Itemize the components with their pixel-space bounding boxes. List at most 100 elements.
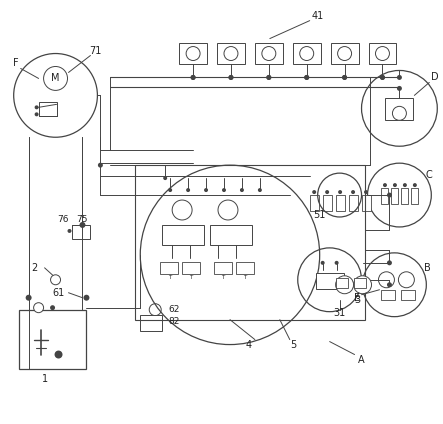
Text: 2: 2 bbox=[31, 263, 38, 273]
Text: E: E bbox=[354, 293, 361, 303]
Text: 51: 51 bbox=[314, 210, 326, 220]
Circle shape bbox=[229, 75, 233, 80]
Circle shape bbox=[397, 86, 402, 91]
Circle shape bbox=[403, 183, 407, 187]
Text: T: T bbox=[167, 275, 171, 280]
Bar bbox=[160, 262, 178, 274]
Circle shape bbox=[262, 47, 276, 61]
Circle shape bbox=[204, 188, 208, 192]
Bar bbox=[73, 225, 90, 239]
Text: M: M bbox=[51, 73, 60, 84]
Circle shape bbox=[342, 75, 347, 80]
Circle shape bbox=[54, 351, 62, 359]
Bar bbox=[140, 315, 162, 331]
Bar bbox=[401, 290, 416, 300]
Circle shape bbox=[398, 272, 414, 288]
Bar bbox=[412, 188, 418, 204]
Bar bbox=[323, 195, 332, 211]
Circle shape bbox=[304, 75, 309, 80]
Text: T: T bbox=[222, 275, 225, 280]
Bar bbox=[135, 165, 365, 320]
Circle shape bbox=[229, 75, 233, 80]
Circle shape bbox=[413, 183, 417, 187]
Bar bbox=[217, 42, 245, 64]
Circle shape bbox=[380, 75, 385, 80]
Text: 31: 31 bbox=[334, 308, 346, 318]
Circle shape bbox=[378, 272, 394, 288]
Bar bbox=[255, 42, 283, 64]
Circle shape bbox=[51, 275, 61, 285]
Circle shape bbox=[387, 260, 392, 265]
Circle shape bbox=[35, 105, 39, 109]
Text: 61: 61 bbox=[52, 288, 65, 298]
Circle shape bbox=[338, 47, 352, 61]
Bar bbox=[369, 42, 396, 64]
Circle shape bbox=[79, 222, 85, 228]
Circle shape bbox=[186, 47, 200, 61]
Circle shape bbox=[168, 188, 172, 192]
Circle shape bbox=[304, 75, 309, 80]
Circle shape bbox=[300, 47, 314, 61]
Text: D: D bbox=[431, 73, 439, 82]
Circle shape bbox=[186, 188, 190, 192]
Circle shape bbox=[364, 190, 368, 194]
Circle shape bbox=[98, 163, 103, 167]
Bar bbox=[210, 225, 252, 245]
Circle shape bbox=[34, 303, 43, 312]
Text: 41: 41 bbox=[311, 11, 324, 21]
Text: 3: 3 bbox=[354, 295, 361, 305]
Text: B: B bbox=[424, 263, 431, 273]
Bar bbox=[162, 225, 204, 245]
Text: 5: 5 bbox=[291, 340, 297, 349]
Circle shape bbox=[351, 190, 355, 194]
Circle shape bbox=[222, 188, 226, 192]
Bar bbox=[179, 42, 207, 64]
Circle shape bbox=[383, 183, 387, 187]
Bar bbox=[354, 278, 365, 288]
Text: 62: 62 bbox=[168, 305, 179, 314]
Circle shape bbox=[218, 200, 238, 220]
Bar bbox=[381, 290, 396, 300]
Circle shape bbox=[312, 190, 316, 194]
Bar bbox=[316, 273, 344, 289]
Circle shape bbox=[240, 188, 244, 192]
Text: F: F bbox=[13, 59, 19, 69]
Bar bbox=[330, 42, 358, 64]
Bar bbox=[336, 278, 348, 288]
Circle shape bbox=[387, 282, 392, 287]
Text: C: C bbox=[426, 170, 433, 180]
Circle shape bbox=[67, 229, 71, 233]
Circle shape bbox=[334, 261, 338, 265]
Text: T: T bbox=[190, 275, 193, 280]
Text: T: T bbox=[243, 275, 247, 280]
Circle shape bbox=[172, 200, 192, 220]
Circle shape bbox=[387, 192, 392, 198]
Bar bbox=[361, 195, 370, 211]
Circle shape bbox=[266, 75, 271, 80]
Bar bbox=[392, 188, 398, 204]
Bar bbox=[381, 188, 389, 204]
Bar bbox=[214, 262, 232, 274]
Circle shape bbox=[380, 75, 385, 80]
Bar bbox=[401, 188, 408, 204]
Circle shape bbox=[338, 190, 342, 194]
Bar bbox=[182, 262, 200, 274]
Circle shape bbox=[325, 190, 329, 194]
Text: A: A bbox=[358, 354, 365, 365]
Circle shape bbox=[393, 183, 397, 187]
Circle shape bbox=[342, 75, 347, 80]
Text: 71: 71 bbox=[89, 45, 101, 56]
Circle shape bbox=[392, 106, 406, 120]
Text: 1: 1 bbox=[42, 374, 48, 385]
Bar bbox=[349, 195, 358, 211]
Circle shape bbox=[336, 276, 354, 294]
Bar bbox=[236, 262, 254, 274]
Circle shape bbox=[321, 261, 325, 265]
Bar bbox=[385, 98, 413, 120]
Text: 82: 82 bbox=[168, 317, 179, 326]
Text: 75: 75 bbox=[77, 215, 88, 224]
Bar bbox=[19, 310, 86, 369]
Bar bbox=[310, 195, 319, 211]
Text: 76: 76 bbox=[57, 215, 68, 224]
Circle shape bbox=[26, 295, 31, 301]
